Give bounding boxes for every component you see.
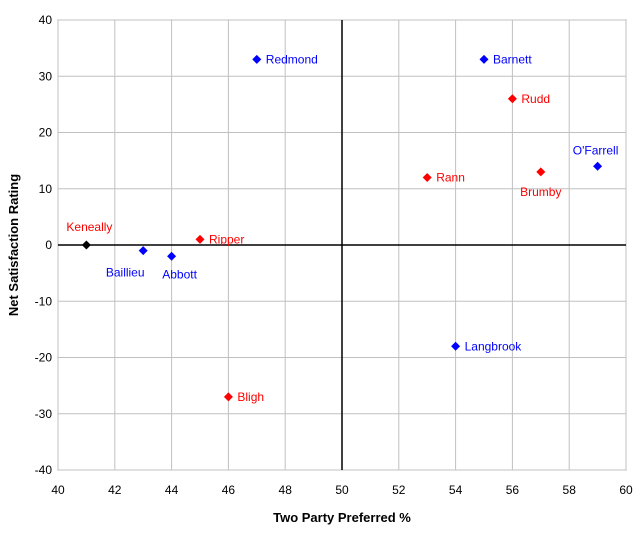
data-point-label: Brumby — [520, 185, 561, 199]
x-axis-ticks: 40 42 44 46 48 50 52 54 56 58 60 — [51, 483, 633, 497]
x-tick-label: 40 — [51, 483, 65, 497]
x-tick-label: 50 — [335, 483, 349, 497]
data-point-marker — [195, 234, 205, 244]
y-tick-label: -10 — [35, 294, 53, 308]
y-tick-label: -40 — [35, 463, 53, 477]
data-point-marker — [81, 240, 91, 250]
data-point-marker — [138, 246, 148, 256]
data-point-label: Baillieu — [106, 266, 145, 280]
data-point-label: O'Farrell — [573, 143, 619, 157]
data-points: Redmond Barnett Rudd O'Farrell Rann Brumby Ken… — [66, 52, 618, 404]
x-tick-label: 46 — [222, 483, 236, 497]
data-point-label: Redmond — [266, 52, 318, 66]
x-axis-title: Two Party Preferred % — [273, 510, 411, 525]
y-axis-ticks: -40 -30 -20 -10 0 10 20 30 40 — [35, 13, 53, 477]
data-point-label: Barnett — [493, 52, 532, 66]
y-tick-label: 0 — [45, 238, 52, 252]
data-point-label: Keneally — [66, 220, 112, 234]
y-tick-label: -30 — [35, 407, 53, 421]
data-point-label: Abbott — [162, 267, 197, 281]
y-tick-label: -20 — [35, 351, 53, 365]
data-point-marker — [593, 161, 603, 171]
y-tick-label: 10 — [39, 182, 53, 196]
data-point-label: Bligh — [237, 390, 264, 404]
x-tick-label: 52 — [392, 483, 406, 497]
y-axis-title: Net Satisfaction Rating — [6, 174, 21, 316]
reference-lines — [58, 20, 626, 470]
x-tick-label: 56 — [506, 483, 520, 497]
y-tick-label: 20 — [39, 126, 53, 140]
data-point-label: Rudd — [521, 92, 550, 106]
data-point-marker — [223, 392, 233, 402]
data-point-marker — [536, 167, 546, 177]
x-tick-label: 58 — [563, 483, 577, 497]
data-point-label: Ripper — [209, 232, 244, 246]
data-point-marker — [167, 251, 177, 261]
y-tick-label: 40 — [39, 13, 53, 27]
x-tick-label: 42 — [108, 483, 122, 497]
data-point-marker — [507, 94, 517, 104]
x-tick-label: 44 — [165, 483, 179, 497]
x-tick-label: 54 — [449, 483, 463, 497]
x-tick-label: 48 — [279, 483, 293, 497]
data-point-marker — [252, 54, 262, 64]
data-point-marker — [451, 341, 461, 351]
data-point-marker — [479, 54, 489, 64]
y-tick-label: 30 — [39, 69, 53, 83]
x-tick-label: 60 — [619, 483, 633, 497]
data-point-label: Rann — [436, 171, 465, 185]
data-point-marker — [422, 173, 432, 182]
data-point-label: Langbrook — [465, 339, 523, 353]
